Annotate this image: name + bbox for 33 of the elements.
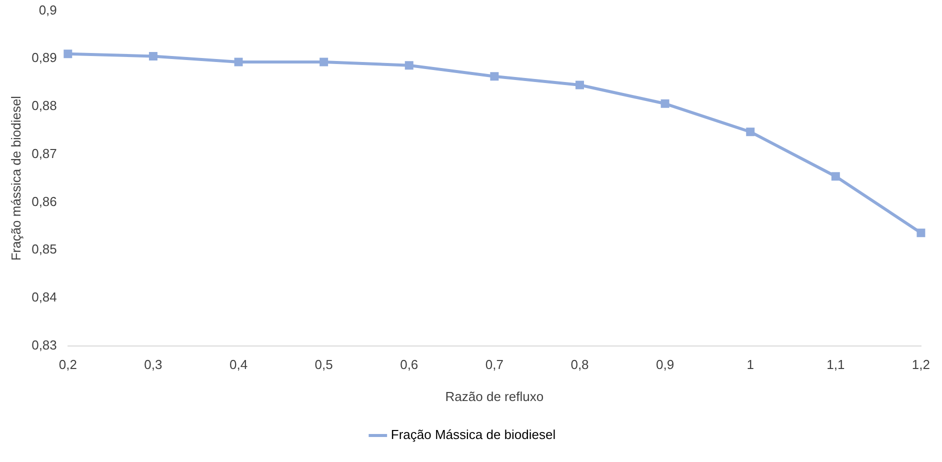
y-tick-label: 0,85 <box>32 242 57 257</box>
point <box>575 80 584 90</box>
point <box>234 58 243 66</box>
point <box>148 52 158 61</box>
point <box>320 58 328 66</box>
x-tick-label: 1 <box>746 357 754 372</box>
y-tick-label: 0,83 <box>32 337 57 352</box>
point <box>64 50 72 58</box>
point <box>660 99 670 108</box>
point <box>404 61 414 70</box>
x-tick-label: 1,2 <box>912 357 930 372</box>
legend-label: Fração Mássica de biodiesel <box>390 427 556 442</box>
point <box>746 128 755 136</box>
x-tick-label: 0,5 <box>314 357 333 372</box>
x-axis-title: Razão de refluxo <box>445 388 544 404</box>
y-axis-title: Fração mássica de biodiesel <box>8 96 24 261</box>
y-tick-label: 0,87 <box>32 146 57 161</box>
y-tick-label: 0,89 <box>32 50 57 66</box>
point <box>490 72 499 81</box>
x-tick-label: 0,8 <box>570 357 589 372</box>
point <box>831 172 840 181</box>
y-tick-label: 0,86 <box>32 194 57 209</box>
x-tick-label: 0,9 <box>656 357 674 372</box>
x-tick-label: 1,1 <box>826 357 845 372</box>
x-tick-label: 0,3 <box>144 357 162 372</box>
x-tick-label: 0,7 <box>485 357 504 372</box>
y-tick-label: 0,9 <box>38 2 57 18</box>
point <box>916 228 926 238</box>
x-tick-label: 0,6 <box>400 357 418 372</box>
y-tick-label: 0,84 <box>32 290 57 305</box>
x-tick-label: 0,2 <box>58 357 77 372</box>
x-tick-label: 0,4 <box>229 357 248 372</box>
y-tick-label: 0,88 <box>32 98 57 114</box>
